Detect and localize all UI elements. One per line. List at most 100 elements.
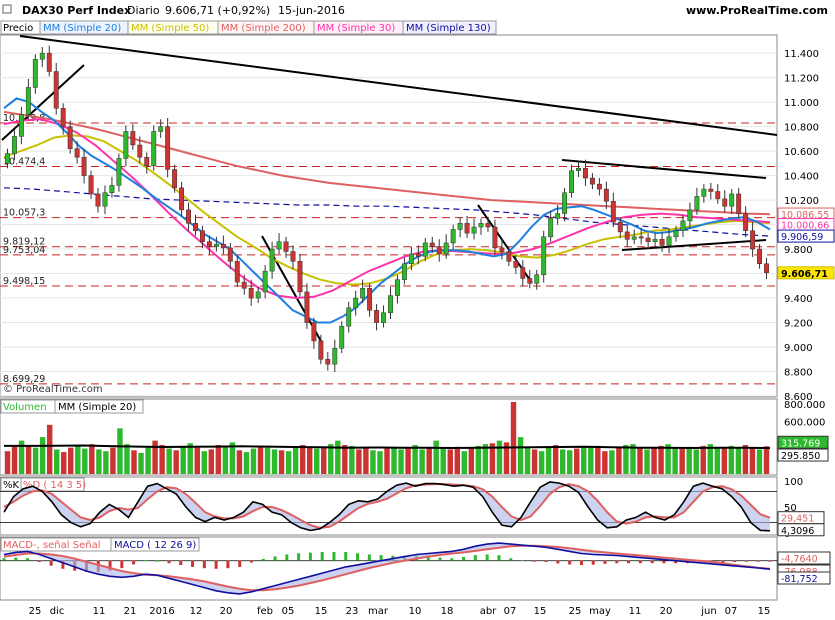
candle-body <box>269 248 275 272</box>
candle-body <box>520 267 526 279</box>
price-tag-label: 9.606,71 <box>781 269 828 280</box>
candle-body <box>569 170 574 193</box>
price-pane <box>0 34 778 398</box>
macd-histogram-bar <box>497 555 501 561</box>
volume-bar <box>152 440 158 474</box>
volume-bar <box>616 447 622 474</box>
macd-histogram-bar <box>768 560 772 562</box>
macd-histogram-bar <box>509 558 513 561</box>
macd-histogram-bar <box>591 560 595 565</box>
volume-bar <box>419 449 425 474</box>
candle-body <box>736 193 742 214</box>
date-tick-label: 11 <box>629 606 642 617</box>
menu-icon[interactable] <box>2 4 12 14</box>
candle-body <box>701 188 707 197</box>
macd-histogram-bar <box>320 552 324 561</box>
volume-bar <box>32 447 39 474</box>
candle-body <box>415 253 421 257</box>
stoch-tick-label: 100 <box>784 477 803 488</box>
volume-bar <box>496 440 503 474</box>
volume-bar <box>524 447 531 474</box>
candle-body <box>722 198 728 207</box>
candle-body <box>39 52 45 60</box>
date-tick-label: jun <box>700 606 716 617</box>
volume-bar <box>679 448 685 474</box>
macd-histogram-bar <box>356 553 360 561</box>
date-tick-label: 21 <box>124 606 137 617</box>
volume-bars <box>4 402 771 474</box>
candle-body <box>18 114 24 137</box>
volume-pane <box>0 398 778 476</box>
volume-bar <box>194 447 200 474</box>
candle-body <box>297 261 303 293</box>
volume-bar <box>538 451 545 474</box>
macd-histogram-bar <box>155 560 159 562</box>
volume-bar <box>749 447 756 474</box>
macd-fill <box>4 543 770 594</box>
candle-body <box>116 158 122 186</box>
period-label: Diario <box>127 4 160 17</box>
candle-body <box>67 126 73 149</box>
candle-body <box>353 297 359 309</box>
date-axis: 25 dic 11 21 2016 12 20 feb 05 15 23 mar 10 18 abr 07 15… <box>29 606 771 617</box>
candle-body <box>158 126 164 132</box>
candle-body <box>46 52 52 72</box>
volume-tag-box <box>777 448 829 462</box>
candle-body <box>213 243 219 247</box>
volume-bar <box>461 451 468 474</box>
price-tick-label: 11.000 <box>784 98 819 109</box>
candle-body <box>102 192 108 207</box>
macd-histogram-bar <box>473 555 477 561</box>
volume-bar <box>166 448 172 474</box>
volume-bar <box>236 450 243 474</box>
stoch-k-line <box>3 481 771 532</box>
candle-body <box>464 223 470 234</box>
volume-bar <box>145 447 151 474</box>
candle-body <box>179 187 185 211</box>
candle-body <box>255 291 261 299</box>
candle-body <box>193 223 198 231</box>
candle-body <box>659 239 665 246</box>
volume-bar <box>630 444 636 474</box>
volume-bar <box>363 447 369 474</box>
candle-body <box>206 241 212 247</box>
price-tick-label: 9.000 <box>784 343 813 354</box>
date-tick-label: 25 <box>29 606 42 617</box>
trendline-channel-top <box>561 159 767 179</box>
candle-body <box>401 263 407 280</box>
price-tick-label: 9.800 <box>784 245 813 256</box>
candle-body <box>555 213 561 219</box>
candle-body <box>325 359 331 365</box>
volume-bar <box>68 447 74 474</box>
candle-body <box>715 191 721 200</box>
volume-bar <box>215 445 222 474</box>
macd-histogram-bar <box>638 560 642 564</box>
volume-bar <box>257 445 264 474</box>
candle-body <box>144 156 150 167</box>
stochastic-pane <box>0 476 778 536</box>
macd-histogram-bar <box>249 560 253 563</box>
volume-bar <box>545 447 552 474</box>
candle-body <box>478 223 484 228</box>
volume-bar <box>335 440 341 474</box>
volume-bar <box>742 445 749 474</box>
macd-histogram-bar <box>108 560 112 571</box>
volume-bar <box>651 447 657 474</box>
stoch-tick-label: 50 <box>784 503 797 514</box>
volume-bar <box>222 446 229 474</box>
volume-bar <box>735 447 742 474</box>
volume-bar <box>321 446 327 474</box>
last-price: 9.606,71 (+0,92%) <box>165 4 270 17</box>
date-tick-label: abr <box>480 606 497 617</box>
volume-bar <box>208 449 215 474</box>
macd-title: MACD-, señal Señal <box>3 540 100 551</box>
volume-bar <box>686 446 692 474</box>
volume-bar <box>285 451 292 474</box>
candle-body <box>220 243 226 249</box>
macd-axis: -4,7640-76,988-81,752 <box>777 551 831 585</box>
candle-body <box>506 251 512 262</box>
candle-body <box>750 230 756 250</box>
candle-body <box>443 242 449 255</box>
date-tick-label: 12 <box>190 606 203 617</box>
